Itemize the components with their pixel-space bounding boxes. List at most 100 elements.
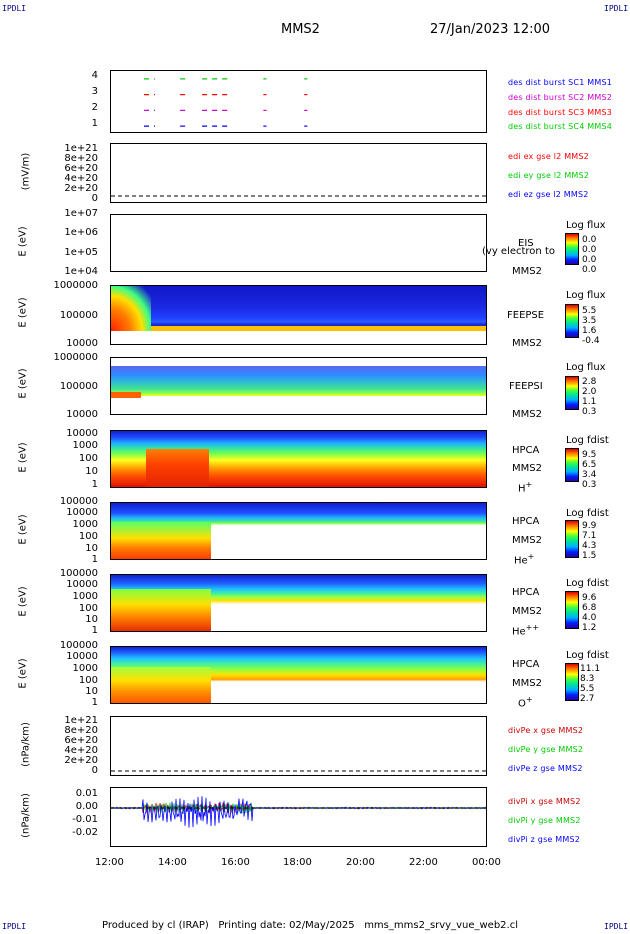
feepsi-sublabel: MMS2 — [512, 409, 542, 420]
cbar-value: 4.3 — [582, 541, 597, 551]
hpca-h-ytick: 1000 — [72, 440, 98, 451]
hpca-h-enhancement — [146, 449, 209, 487]
hpca-o-colorbar-title: Log fdist — [566, 650, 609, 661]
cbar-value: -0.4 — [582, 336, 600, 346]
feepsi-ytick: 1000000 — [53, 352, 98, 363]
edi-svg — [111, 195, 488, 197]
feepse-ylabel: E (eV) — [17, 297, 29, 328]
legend-divpe-y: divPe y gse MMS2 — [508, 745, 584, 754]
hpca-hepp-ytick: 10 — [85, 614, 98, 625]
species-charge: + — [525, 695, 533, 704]
cbar-value: 11.1 — [580, 664, 601, 674]
species-charge: + — [527, 552, 535, 561]
panel-feepse — [110, 285, 487, 345]
hpca-hepp-ytick: 1 — [91, 625, 98, 636]
feepse-ytick: 10000 — [66, 338, 98, 349]
eis-overlay-text: (vy electron to — [482, 246, 555, 257]
hpca-hepp-ytick: 100000 — [59, 568, 98, 579]
x-tick: 14:00 — [158, 857, 187, 868]
hpca-h-colorbar — [565, 448, 579, 482]
x-tick: 22:00 — [409, 857, 438, 868]
burst-ytick: 2 — [91, 102, 98, 113]
edi-ytick: 8e+20 — [64, 153, 98, 164]
hpca-o-ytick: 10000 — [66, 651, 98, 662]
hpca-hepp-ylabel: E (eV) — [17, 586, 29, 617]
legend-divpe-x: divPe x gse MMS2 — [508, 726, 584, 735]
hpca-hepp-ytick: 1000 — [72, 591, 98, 602]
hpca-h-colorbar-values: 9.5 6.5 3.4 0.3 — [582, 450, 596, 490]
edi-ylabel: (mV/m) — [20, 152, 32, 191]
corner-label-bottom-right: IPDLI — [604, 922, 629, 931]
footer-text: Produced by cl (IRAP) Printing date: 02/… — [102, 920, 519, 931]
eis-colorbar-title: Log flux — [566, 220, 606, 231]
hpca-he-sublabel: MMS2 — [512, 535, 542, 546]
cbar-value: 4.0 — [582, 613, 597, 623]
hpca-he-ytick: 10 — [85, 543, 98, 554]
hpca-he-colorbar-values: 9.9 7.1 4.3 1.5 — [582, 521, 596, 561]
feepse-fill-below — [111, 331, 486, 344]
burst-svg — [143, 78, 308, 127]
hpca-he-colorbar-title: Log fdist — [566, 508, 609, 519]
species-symbol: He — [514, 555, 528, 567]
cbar-value: 0.0 — [582, 245, 597, 255]
cbar-value: 6.5 — [582, 460, 597, 470]
eis-ytick: 1e+07 — [64, 208, 98, 219]
feepsi-colorbar — [565, 376, 579, 410]
hpca-o-ytick: 10 — [85, 686, 98, 697]
hpca-hepp-colorbar-values: 9.6 6.8 4.0 1.2 — [582, 593, 596, 633]
panel-edi — [110, 143, 488, 203]
feepse-colorbar-values: 5.5 3.5 1.6 -0.4 — [582, 306, 600, 346]
hpca-o-ytick: 1000 — [72, 663, 98, 674]
hpca-h-ylabel: E (eV) — [17, 442, 29, 473]
hpca-o-species: O+ — [518, 695, 533, 709]
hpca-o-ytick: 100 — [78, 675, 98, 686]
feepsi-colorbar-values: 2.8 2.0 1.1 0.3 — [582, 377, 596, 417]
feepsi-spectrogram — [111, 366, 486, 396]
hpca-o-colorbar-values: 11.1 8.3 5.5 2.7 — [580, 664, 600, 704]
feepsi-ytick: 100000 — [59, 381, 98, 392]
feepse-ytick: 100000 — [59, 310, 98, 321]
hpca-o-instrument: HPCA — [512, 659, 540, 670]
panel-eis — [110, 214, 487, 272]
edi-ytick: 0 — [91, 193, 98, 204]
species-charge: ++ — [525, 623, 540, 632]
species-symbol: H — [518, 483, 526, 495]
cbar-value: 0.3 — [582, 407, 597, 417]
panel-burst — [110, 70, 487, 133]
cbar-value: 7.1 — [582, 531, 597, 541]
panel-feepsi — [110, 357, 487, 415]
cbar-value: 3.5 — [582, 316, 597, 326]
feepse-colorbar-title: Log flux — [566, 290, 606, 301]
panel-hpca-h — [110, 430, 487, 488]
corner-label-top-left: IPDLI — [2, 4, 27, 13]
cbar-value: 6.8 — [582, 603, 597, 613]
cbar-value: 1.5 — [582, 551, 597, 561]
feepse-sublabel: MMS2 — [512, 338, 542, 349]
divpe-ytick: 8e+20 — [64, 725, 98, 736]
divpe-ytick: 2e+20 — [64, 755, 98, 766]
cbar-value: 0.0 — [582, 235, 597, 245]
legend-edi-ez: edi ez gse l2 MMS2 — [508, 190, 589, 199]
legend-edi-ex: edi ex gse l2 MMS2 — [508, 152, 589, 161]
cbar-value: 9.5 — [582, 450, 597, 460]
cbar-value: 0.0 — [582, 255, 597, 265]
feepsi-colorbar-title: Log flux — [566, 362, 606, 373]
cbar-value: 0.3 — [582, 480, 597, 490]
hpca-h-instrument: HPCA — [512, 445, 540, 456]
hpca-o-ytick: 1 — [91, 697, 98, 708]
eis-ytick: 1e+06 — [64, 227, 98, 238]
species-charge: + — [525, 480, 533, 489]
hpca-h-sublabel: MMS2 — [512, 463, 542, 474]
hpca-he-ytick: 100 — [78, 531, 98, 542]
hpca-h-ytick: 10000 — [66, 428, 98, 439]
hpca-hepp-species: He++ — [512, 623, 539, 637]
divpe-ytick: 6e+20 — [64, 735, 98, 746]
divpe-ytick: 1e+21 — [64, 715, 98, 726]
hpca-he-colorbar — [565, 520, 579, 558]
hpca-hepp-instrument: HPCA — [512, 587, 540, 598]
feepse-instrument: FEEPSE — [507, 310, 545, 321]
eis-ytick: 1e+05 — [64, 247, 98, 258]
x-tick: 20:00 — [346, 857, 375, 868]
hpca-he-ytick: 10000 — [66, 507, 98, 518]
divpi-svg — [111, 796, 486, 828]
